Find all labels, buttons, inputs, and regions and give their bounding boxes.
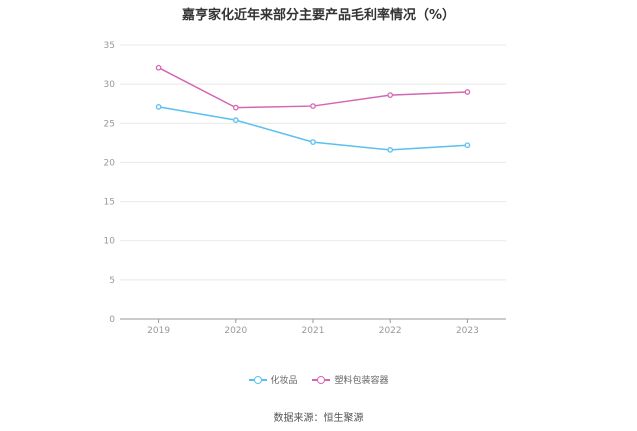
x-tick-label: 2019	[147, 326, 170, 336]
legend-item-plastic-packaging[interactable]: 塑料包装容器	[312, 373, 388, 386]
x-tick-label: 2023	[456, 326, 479, 336]
x-tick-label: 2022	[379, 326, 402, 336]
y-tick-label: 35	[104, 41, 115, 51]
y-tick-label: 20	[104, 158, 116, 168]
series-layer	[155, 64, 471, 153]
x-axis-ticks: 2019 2020 2021 2022 2023	[147, 319, 479, 336]
data-point	[310, 139, 316, 145]
y-tick-label: 0	[109, 315, 115, 325]
data-point	[464, 89, 471, 95]
series-line	[158, 67, 468, 109]
legend: 化妆品 塑料包装容器	[0, 373, 637, 388]
y-tick-label: 5	[109, 276, 115, 286]
y-axis-ticks: 0 5 10 15 20 25 30 35	[104, 41, 116, 325]
y-tick-label: 25	[104, 119, 115, 129]
legend-label: 化妆品	[270, 376, 298, 386]
x-tick-label: 2021	[302, 326, 325, 336]
data-point	[232, 117, 239, 124]
legend-marker-icon	[312, 375, 331, 385]
legend-item-cosmetics[interactable]: 化妆品	[248, 373, 298, 386]
data-point	[464, 142, 471, 149]
data-point	[387, 147, 394, 153]
grid-lines	[120, 44, 506, 281]
data-point	[155, 103, 162, 110]
data-point	[387, 92, 394, 98]
chart-title: 嘉亨家化近年来部分主要产品毛利率情况（%）	[181, 8, 456, 23]
data-point	[155, 64, 162, 71]
data-point	[310, 103, 316, 109]
data-point	[232, 104, 239, 111]
x-tick-label: 2020	[224, 326, 247, 336]
legend-marker-icon	[248, 375, 267, 385]
y-tick-label: 15	[104, 198, 115, 208]
y-tick-label: 10	[104, 237, 116, 247]
legend-label: 塑料包装容器	[334, 376, 389, 386]
data-source: 数据来源：恒生聚源	[273, 413, 364, 424]
y-tick-label: 30	[104, 80, 116, 90]
